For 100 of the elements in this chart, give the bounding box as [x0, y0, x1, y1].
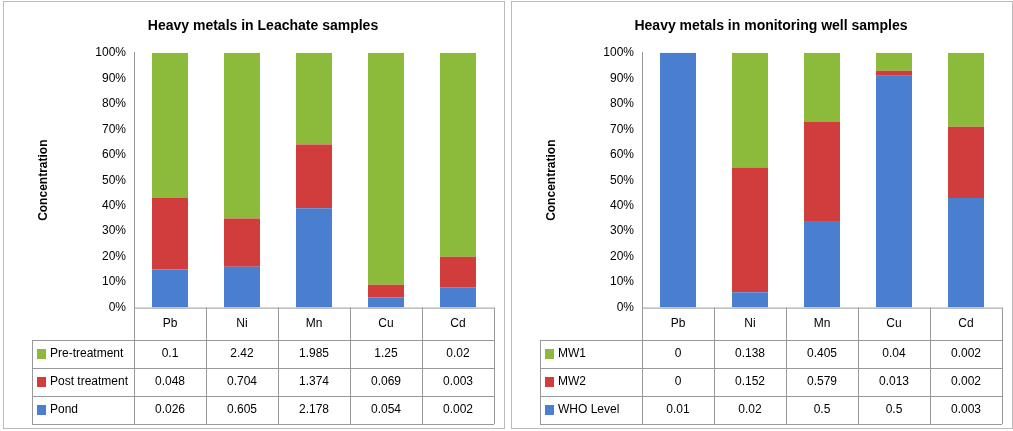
- text: 0.579: [806, 374, 838, 389]
- text: 0.01: [666, 402, 690, 417]
- text: 0.704: [226, 374, 258, 389]
- y-tick-label: 30%: [101, 223, 127, 238]
- x-tick-label: Cd: [450, 316, 466, 331]
- bar: [440, 256, 476, 288]
- text: 0.002: [442, 402, 474, 417]
- text: 2.42: [230, 346, 254, 361]
- chart-title: Heavy metals in monitoring well samples: [634, 17, 908, 34]
- bar: [296, 208, 332, 308]
- y-tick-label: 100%: [95, 45, 127, 60]
- y-tick-label: 60%: [609, 147, 635, 162]
- y-tick-label: 20%: [609, 248, 635, 263]
- bar: [948, 198, 984, 308]
- bar: [948, 126, 984, 199]
- text: 0.003: [950, 402, 982, 417]
- text: 0.054: [370, 402, 402, 417]
- bar: [876, 70, 912, 76]
- y-tick-label: 40%: [609, 197, 635, 212]
- legend-label: MW1: [558, 346, 587, 361]
- y-tick-label: 40%: [101, 197, 127, 212]
- text: 0: [674, 374, 682, 389]
- text: 0.02: [738, 402, 762, 417]
- text: 2.178: [298, 402, 330, 417]
- bar: [732, 292, 768, 308]
- bar: [368, 297, 404, 308]
- y-axis-title: Concentration: [543, 139, 558, 221]
- x-tick-label: Ni: [744, 316, 756, 331]
- y-tick-label: 100%: [603, 45, 635, 60]
- text: 0.152: [734, 374, 766, 389]
- chart-title: Heavy metals in Leachate samples: [147, 17, 379, 34]
- bar: [368, 52, 404, 285]
- bar: [804, 52, 840, 122]
- text: 0.405: [806, 346, 838, 361]
- text: 0.02: [446, 346, 470, 361]
- bar: [152, 269, 188, 308]
- legend-label: Post treatment: [50, 374, 129, 389]
- text: 1.374: [298, 374, 330, 389]
- legend-label: Pre-treatment: [50, 346, 125, 361]
- x-tick-label: Pb: [670, 316, 686, 331]
- text: 0.069: [370, 374, 402, 389]
- text: 0.048: [154, 374, 186, 389]
- y-tick-label: 70%: [101, 121, 127, 136]
- bar: [296, 144, 332, 209]
- y-tick-label: 80%: [101, 96, 127, 111]
- bar: [732, 167, 768, 293]
- bar: [440, 287, 476, 308]
- bar: [732, 52, 768, 168]
- y-axis-title: Concentration: [35, 139, 50, 221]
- y-tick-label: 50%: [101, 172, 127, 187]
- text: 0.605: [226, 402, 258, 417]
- text: 0.138: [734, 346, 766, 361]
- bar: [152, 198, 188, 270]
- text: 0.026: [154, 402, 186, 417]
- bar: [296, 52, 332, 145]
- bar: [948, 52, 984, 127]
- y-tick-label: 0%: [616, 299, 635, 314]
- y-tick-label: 60%: [101, 147, 127, 162]
- y-tick-label: 70%: [609, 121, 635, 136]
- bar: [804, 220, 840, 308]
- y-tick-label: 20%: [101, 248, 127, 263]
- y-tick-label: 10%: [101, 274, 127, 289]
- y-tick-label: 30%: [609, 223, 635, 238]
- x-tick-label: Cu: [378, 316, 394, 331]
- bar: [440, 52, 476, 257]
- text: 0.04: [882, 346, 906, 361]
- text: 0.5: [885, 402, 903, 417]
- y-tick-label: 0%: [108, 299, 127, 314]
- text: 0.002: [950, 346, 982, 361]
- text: 0: [674, 346, 682, 361]
- y-tick-label: 80%: [609, 96, 635, 111]
- x-tick-label: Cu: [886, 316, 902, 331]
- bar: [224, 218, 260, 267]
- text: 0.5: [813, 402, 831, 417]
- bar: [152, 52, 188, 199]
- y-tick-label: 10%: [609, 274, 635, 289]
- y-tick-label: 90%: [609, 70, 635, 85]
- legend-label: MW2: [558, 374, 587, 389]
- text: 0.1: [161, 346, 179, 361]
- x-tick-label: Pb: [162, 316, 178, 331]
- y-tick-label: 50%: [609, 172, 635, 187]
- x-tick-label: Ni: [236, 316, 248, 331]
- x-tick-label: Mn: [813, 316, 831, 331]
- bar: [876, 75, 912, 308]
- bar: [224, 52, 260, 219]
- legend-label: Pond: [50, 402, 79, 417]
- y-tick-label: 90%: [101, 70, 127, 85]
- text: 1.985: [298, 346, 330, 361]
- text: 0.002: [950, 374, 982, 389]
- bar: [876, 52, 912, 71]
- text: 0.013: [878, 374, 910, 389]
- bar: [660, 52, 696, 308]
- bar: [224, 266, 260, 308]
- x-tick-label: Cd: [958, 316, 974, 331]
- text: 0.003: [442, 374, 474, 389]
- bar: [368, 284, 404, 298]
- legend-label: WHO Level: [558, 402, 620, 417]
- x-tick-label: Mn: [305, 316, 323, 331]
- bar: [804, 121, 840, 221]
- text: 1.25: [374, 346, 398, 361]
